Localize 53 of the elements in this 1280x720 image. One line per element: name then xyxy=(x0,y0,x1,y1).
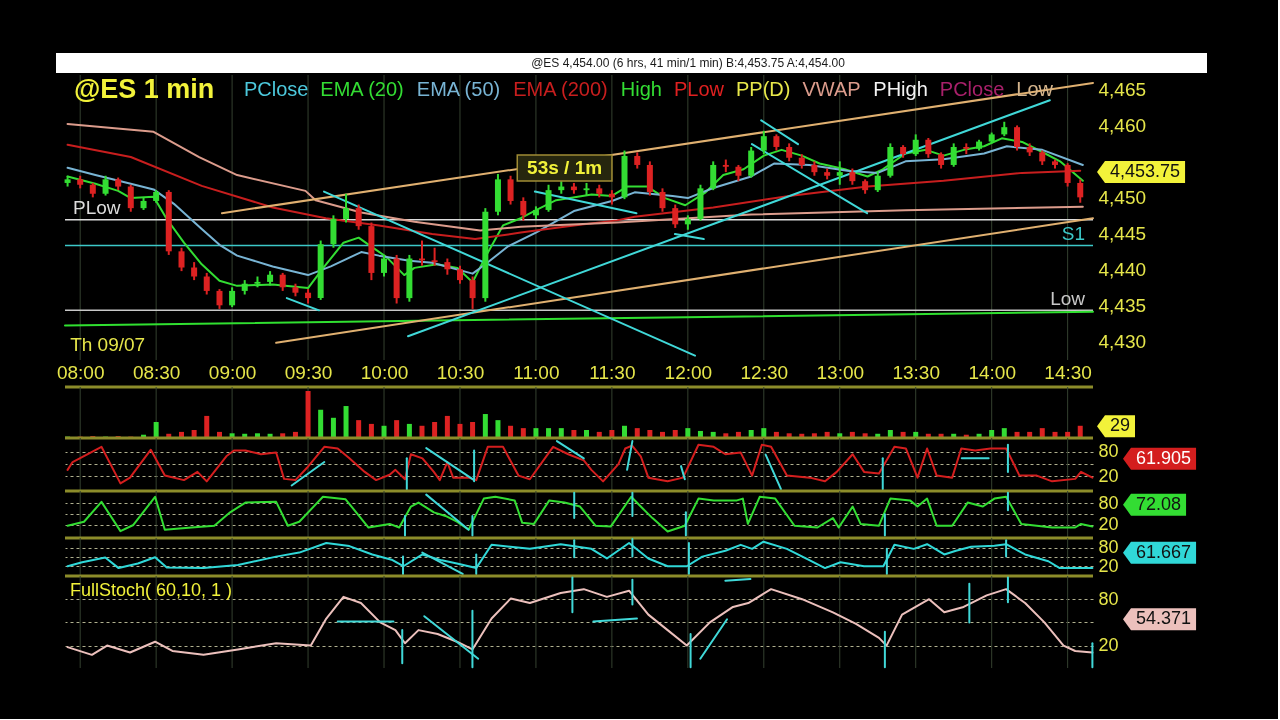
text: 61.905 xyxy=(1135,447,1192,468)
y-tick-label: 4,460 xyxy=(1098,114,1147,136)
y-tick-label: 4,440 xyxy=(1098,258,1147,280)
legend-label: PP(D) xyxy=(736,78,791,100)
text: 29 xyxy=(1109,415,1131,436)
x-tick-label: 11:00 xyxy=(513,361,560,383)
ref-line-label: S1 xyxy=(1061,223,1085,245)
y-tick-label: 80 xyxy=(1098,492,1119,513)
annotation: Th 09/07 xyxy=(70,333,146,355)
legend-label: PHigh xyxy=(873,78,928,100)
y-tick-label: 20 xyxy=(1098,635,1119,656)
text: EMA (20) xyxy=(320,78,404,100)
text: EMA (50) xyxy=(416,78,501,100)
x-tick-label: 09:00 xyxy=(208,361,257,383)
y-tick-label: 80 xyxy=(1098,588,1119,609)
x-tick-label: 12:00 xyxy=(664,361,713,383)
x-tick-label: 13:30 xyxy=(892,361,940,383)
ref-line-label: PLow xyxy=(73,197,121,219)
chart-subtitle: @ES 4,454.00 (6 hrs, 41 min/1 min) B:4,453.75 A:4,454.00 xyxy=(531,56,846,70)
y-tick-label: 4,430 xyxy=(1098,330,1147,352)
text: 4,453.75 xyxy=(1109,160,1181,181)
text: EMA (200) xyxy=(513,78,608,100)
y-tick-label: 4,445 xyxy=(1098,222,1147,244)
legend-label: PClose xyxy=(939,78,1005,100)
y-tick-label: 80 xyxy=(1098,441,1119,462)
x-tick-label: 10:30 xyxy=(436,361,485,383)
x-tick-label: 14:30 xyxy=(1044,361,1092,383)
y-tick-label: 20 xyxy=(1098,465,1119,486)
y-tick-label: 20 xyxy=(1098,555,1119,576)
x-tick-label: 10:00 xyxy=(360,361,409,383)
text: 61.667 xyxy=(1135,541,1192,562)
x-tick-label: 14:00 xyxy=(968,361,1016,383)
annotation: 53s / 1m xyxy=(527,156,603,178)
legend-label: High xyxy=(620,78,662,100)
y-tick-label: 4,435 xyxy=(1098,294,1147,316)
y-tick-label: 80 xyxy=(1098,537,1119,558)
y-tick-label: 4,465 xyxy=(1098,78,1147,100)
ref-line-label: Low xyxy=(1050,287,1086,309)
chart-title: FullStoch( 60,10, 1 ) xyxy=(70,580,233,600)
y-tick-label: 20 xyxy=(1098,514,1119,535)
legend-label: PLow xyxy=(673,78,725,100)
x-tick-label: 13:00 xyxy=(816,361,865,383)
x-tick-label: 11:30 xyxy=(589,361,636,383)
x-tick-label: 08:30 xyxy=(132,361,181,383)
x-tick-label: 12:30 xyxy=(740,361,789,383)
text: VWAP xyxy=(802,78,861,100)
y-tick-label: 4,450 xyxy=(1098,186,1147,208)
text: 72.08 xyxy=(1135,493,1182,514)
legend-label: PClose xyxy=(243,78,309,100)
x-tick-label: 08:00 xyxy=(56,361,105,383)
chart-title: @ES 1 min xyxy=(74,74,215,104)
x-tick-label: 09:30 xyxy=(284,361,333,383)
text: 54.371 xyxy=(1135,608,1192,629)
